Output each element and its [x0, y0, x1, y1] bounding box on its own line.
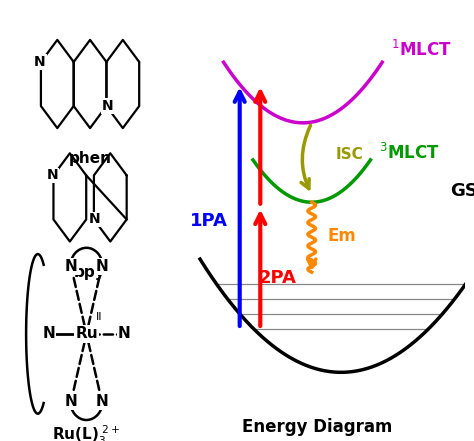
- Text: N: N: [42, 326, 55, 341]
- Text: 1PA: 1PA: [190, 212, 228, 230]
- Text: Em: Em: [328, 227, 356, 245]
- Text: N: N: [118, 326, 131, 341]
- Text: N: N: [95, 259, 108, 274]
- Text: ISC: ISC: [335, 147, 363, 162]
- Text: $^3$MLCT: $^3$MLCT: [379, 143, 440, 163]
- Text: bpy: bpy: [74, 265, 106, 280]
- Text: Ru: Ru: [75, 326, 98, 341]
- Text: phen: phen: [69, 151, 111, 166]
- Text: Energy Diagram: Energy Diagram: [242, 418, 393, 436]
- Text: $^1$MLCT: $^1$MLCT: [391, 40, 452, 60]
- Text: 2PA: 2PA: [259, 269, 297, 287]
- Text: N: N: [65, 259, 78, 274]
- Text: N: N: [34, 55, 46, 69]
- Text: N: N: [65, 394, 78, 409]
- Text: N: N: [101, 99, 113, 113]
- Text: Ru(L)$_3^{\ 2+}$: Ru(L)$_3^{\ 2+}$: [52, 424, 121, 441]
- Text: N: N: [47, 168, 58, 182]
- Text: N: N: [89, 213, 100, 226]
- Text: II: II: [96, 312, 102, 322]
- Text: N: N: [95, 394, 108, 409]
- Text: GS: GS: [450, 182, 474, 200]
